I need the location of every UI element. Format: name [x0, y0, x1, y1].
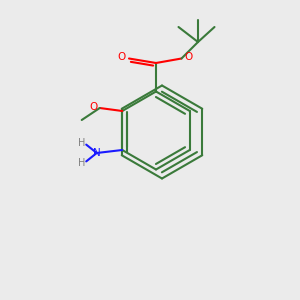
- Text: O: O: [117, 52, 126, 62]
- Text: H: H: [78, 158, 85, 168]
- Text: O: O: [89, 101, 97, 112]
- Text: N: N: [93, 148, 100, 158]
- Text: H: H: [78, 138, 85, 148]
- Text: O: O: [184, 52, 192, 62]
